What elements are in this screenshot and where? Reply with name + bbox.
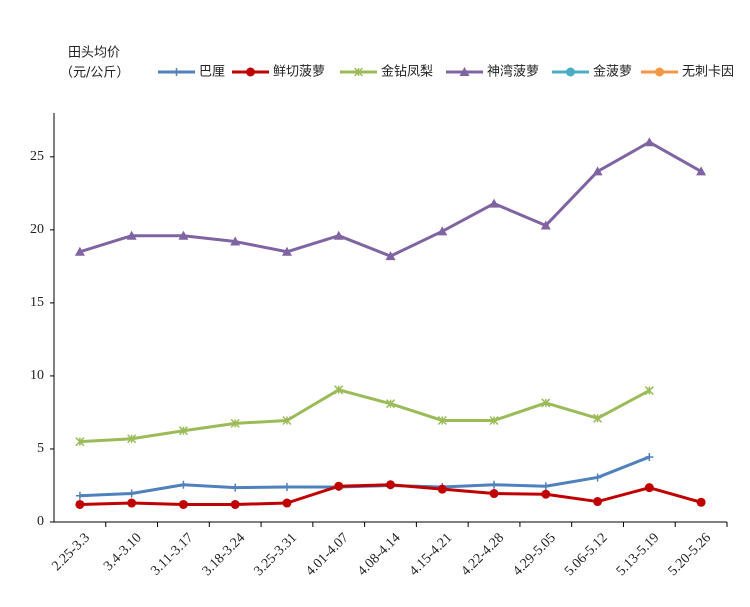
x-tick-label: 5.20-5.26	[666, 530, 715, 579]
marker	[385, 399, 396, 409]
y-tick-label: 5	[37, 441, 44, 456]
marker	[644, 137, 655, 147]
marker	[489, 489, 499, 499]
legend-label: 无刺卡因	[682, 65, 734, 80]
legend-item: 鲜切菠萝	[232, 65, 325, 80]
x-tick-label: 4.22-4.28	[459, 530, 508, 579]
marker	[282, 482, 291, 491]
marker	[334, 481, 344, 491]
marker	[593, 497, 603, 507]
marker	[489, 415, 499, 426]
marker	[644, 483, 654, 493]
marker	[178, 426, 188, 436]
marker	[593, 473, 602, 482]
marker	[75, 437, 85, 447]
y-tick-label: 10	[30, 368, 44, 383]
y-tick-label: 15	[30, 295, 44, 310]
x-tick-label: 4.08-4.14	[355, 530, 404, 579]
legend-item: 金钻凤梨	[340, 64, 433, 80]
legend-label: 神湾菠萝	[487, 64, 539, 80]
y-tick-label: 20	[30, 222, 44, 237]
x-tick-label: 5.06-5.12	[562, 530, 611, 579]
legend-item: 神湾菠萝	[446, 64, 539, 80]
marker	[282, 415, 292, 426]
marker	[385, 251, 396, 261]
series-line	[79, 140, 702, 258]
y-tick-label: 25	[30, 149, 44, 164]
x-tick-label: 4.29-5.05	[510, 530, 559, 579]
marker	[655, 67, 664, 77]
x-tick-label: 2.25-3.3	[49, 530, 93, 574]
marker	[246, 67, 255, 77]
marker	[74, 246, 85, 256]
marker	[541, 482, 550, 491]
marker	[696, 166, 707, 176]
marker	[353, 67, 364, 77]
legend-label: 金钻凤梨	[381, 64, 433, 80]
x-tick-label: 3.25-3.31	[252, 530, 301, 579]
marker	[566, 67, 575, 77]
marker	[127, 498, 137, 508]
marker	[178, 230, 189, 240]
marker	[230, 236, 241, 246]
marker	[386, 480, 395, 490]
marker	[75, 491, 84, 500]
series-line	[79, 455, 650, 498]
marker	[437, 484, 447, 494]
marker	[437, 415, 447, 426]
marker	[281, 246, 292, 256]
marker	[172, 68, 181, 76]
marker	[459, 67, 470, 76]
marker	[333, 230, 344, 240]
marker	[644, 386, 654, 396]
legend-label: 鲜切菠萝	[273, 65, 325, 80]
legend-label: 巴厘	[199, 65, 225, 80]
marker	[230, 499, 240, 509]
legend-item: 无刺卡因	[641, 65, 734, 80]
marker	[179, 480, 188, 489]
y-tick-label: 0	[37, 514, 44, 529]
x-tick-label: 3.18-3.24	[200, 530, 249, 579]
marker	[541, 489, 551, 499]
marker	[282, 498, 292, 508]
marker	[127, 434, 137, 444]
marker	[592, 166, 603, 176]
marker	[696, 497, 706, 507]
marker	[127, 489, 136, 498]
marker	[75, 499, 85, 509]
marker	[593, 413, 603, 423]
marker	[489, 198, 500, 208]
marker	[645, 452, 654, 461]
marker	[334, 385, 344, 395]
y-axis-title: （元/公斤）	[60, 66, 129, 81]
marker	[126, 230, 137, 240]
x-tick-label: 4.15-4.21	[407, 530, 456, 579]
series-line	[79, 388, 651, 444]
marker	[230, 418, 240, 428]
legend-item: 巴厘	[158, 65, 225, 80]
y-axis-title: 田头均价	[68, 46, 120, 61]
legend-item: 金菠萝	[552, 64, 632, 80]
x-tick-label: 5.13-5.19	[614, 530, 663, 579]
marker	[490, 480, 499, 489]
x-tick-label: 3.4-3.10	[101, 530, 145, 574]
marker	[178, 499, 188, 509]
x-tick-label: 3.11-3.17	[148, 530, 196, 578]
marker	[231, 483, 240, 492]
legend-label: 金菠萝	[593, 64, 632, 80]
marker	[437, 226, 448, 236]
marker	[541, 398, 551, 408]
x-tick-label: 4.01-4.07	[303, 530, 352, 579]
marker	[540, 220, 551, 230]
